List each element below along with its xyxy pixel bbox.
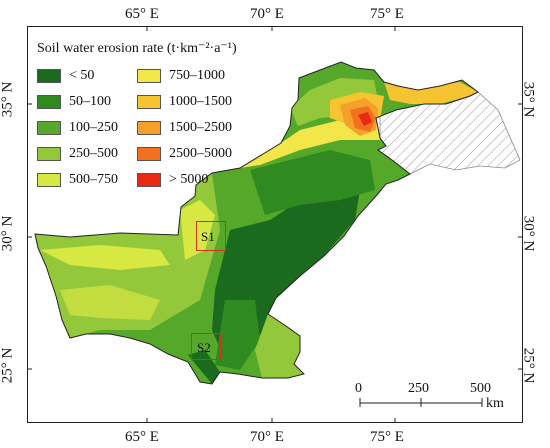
legend-label: 100–250 [69, 120, 118, 135]
scale-tick-250: 250 [408, 381, 429, 396]
country-outline [34, 61, 479, 385]
legend-item: 750–1000 [137, 68, 225, 84]
legend-label: 250–500 [69, 146, 118, 161]
site-box-s1[interactable] [196, 221, 226, 251]
top-lon-65: 65° E [125, 6, 159, 22]
legend-swatch [137, 69, 161, 83]
legend-label: 1500–2500 [169, 120, 232, 135]
legend-label: > 5000 [169, 172, 209, 187]
site-label-s1: S1 [201, 229, 215, 244]
legend-swatch [37, 95, 61, 109]
legend-swatch [137, 147, 161, 161]
legend-label: 750–1000 [169, 68, 225, 83]
legend-item: 1000–1500 [137, 94, 232, 110]
legend-swatch [137, 95, 161, 109]
legend-swatch [37, 173, 61, 187]
site-box-s2[interactable] [191, 333, 221, 360]
legend-item: 500–750 [37, 172, 118, 188]
legend-label: < 50 [69, 68, 95, 83]
top-lon-75: 75° E [370, 6, 404, 22]
legend-item: 2500–5000 [137, 146, 232, 162]
frame-ticks [27, 26, 523, 423]
bottom-lon-75: 75° E [370, 429, 404, 445]
legend-item: 50–100 [37, 94, 111, 110]
bottom-lon-70: 70° E [250, 429, 284, 445]
legend-label: 50–100 [69, 94, 111, 109]
legend-item: 1500–2500 [137, 120, 232, 136]
legend-label: 2500–5000 [169, 146, 232, 161]
legend-swatch [137, 121, 161, 135]
top-lon-70: 70° E [250, 6, 284, 22]
legend-label: 500–750 [69, 172, 118, 187]
legend-swatch [137, 173, 161, 187]
scale-unit: km [486, 396, 504, 411]
legend-item: 100–250 [37, 120, 118, 136]
legend-swatch [37, 121, 61, 135]
legend-item: < 50 [37, 68, 94, 84]
legend-swatch [37, 147, 61, 161]
site-label-s2: S2 [197, 340, 211, 355]
scale-tick-500: 500 [470, 381, 491, 396]
bottom-lon-65: 65° E [125, 429, 159, 445]
legend-swatch [37, 69, 61, 83]
scale-tick-0: 0 [355, 381, 362, 396]
legend-label: 1000–1500 [169, 94, 232, 109]
legend-title: Soil water erosion rate (t·km⁻²·a⁻¹) [37, 41, 237, 56]
scale-bar [359, 398, 483, 407]
legend-item: > 5000 [137, 172, 208, 188]
legend-item: 250–500 [37, 146, 118, 162]
